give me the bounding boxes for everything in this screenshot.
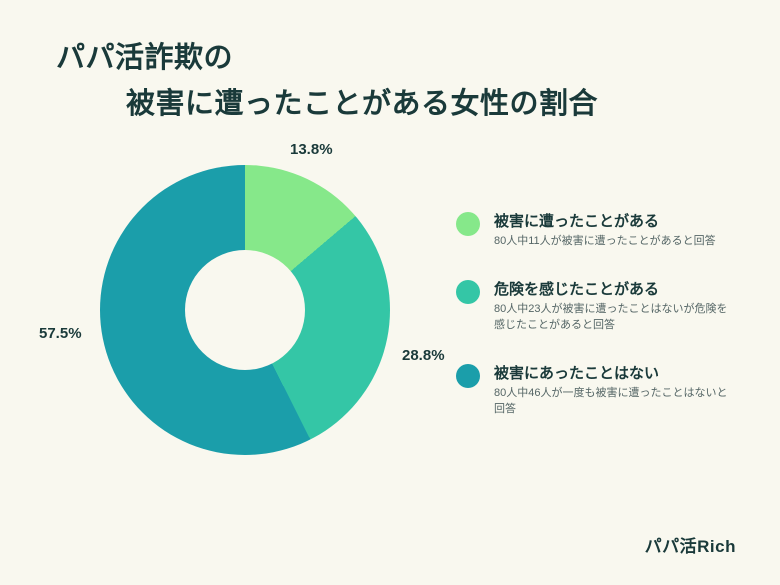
legend-item-2: 被害にあったことはない 80人中46人が一度も被害に遭ったことはないと回答	[456, 362, 736, 418]
legend-item-0: 被害に遭ったことがある 80人中11人が被害に遭ったことがあると回答	[456, 210, 736, 250]
legend-text-0: 被害に遭ったことがある 80人中11人が被害に遭ったことがあると回答	[494, 210, 736, 250]
pct-label-0: 13.8%	[290, 141, 333, 158]
legend-text-1: 危険を感じたことがある 80人中23人が被害に遭ったことはないが危険を感じたこと…	[494, 278, 736, 334]
brand-label: パパ活Rich	[645, 532, 736, 557]
legend-desc-1: 80人中23人が被害に遭ったことはないが危険を感じたことがあると回答	[494, 302, 736, 334]
legend-text-2: 被害にあったことはない 80人中46人が一度も被害に遭ったことはないと回答	[494, 362, 736, 418]
legend-item-1: 危険を感じたことがある 80人中23人が被害に遭ったことはないが危険を感じたこと…	[456, 278, 736, 334]
legend-title-2: 被害にあったことはない	[494, 362, 736, 383]
donut-hole	[185, 250, 305, 370]
legend-dot-2	[456, 364, 480, 388]
legend-desc-0: 80人中11人が被害に遭ったことがあると回答	[494, 234, 736, 250]
legend: 被害に遭ったことがある 80人中11人が被害に遭ったことがあると回答 危険を感じ…	[456, 210, 736, 446]
legend-dot-1	[456, 280, 480, 304]
pct-label-1: 28.8%	[402, 347, 445, 364]
legend-title-0: 被害に遭ったことがある	[494, 210, 736, 231]
legend-desc-2: 80人中46人が一度も被害に遭ったことはないと回答	[494, 386, 736, 418]
legend-title-1: 危険を感じたことがある	[494, 278, 736, 299]
title-line-2: 被害に遭ったことがある女性の割合	[126, 80, 740, 122]
title-line-1: パパ活詐欺の	[56, 34, 740, 76]
legend-dot-0	[456, 212, 480, 236]
donut-chart: 13.8% 28.8% 57.5%	[100, 165, 390, 455]
pct-label-2: 57.5%	[39, 325, 82, 342]
chart-title: パパ活詐欺の 被害に遭ったことがある女性の割合	[56, 34, 740, 122]
